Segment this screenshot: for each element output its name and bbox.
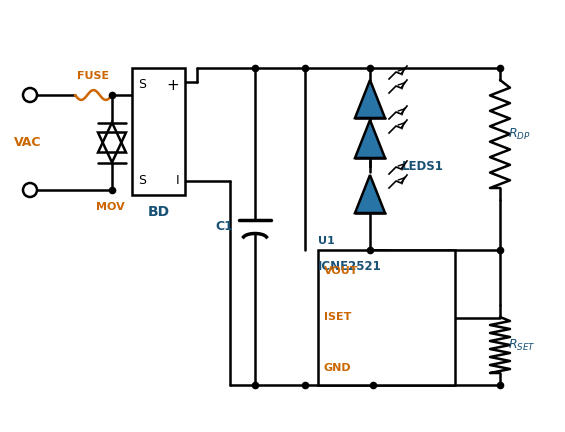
Text: S: S (138, 78, 146, 91)
Polygon shape (355, 120, 385, 158)
Text: MOV: MOV (95, 202, 124, 212)
Text: VAC: VAC (14, 136, 42, 149)
Bar (318, 250, 455, 385)
Text: GND: GND (324, 363, 351, 373)
Text: U1: U1 (318, 236, 334, 246)
Text: LEDS1: LEDS1 (402, 160, 444, 173)
Text: BD: BD (147, 205, 170, 219)
Text: S: S (138, 174, 146, 187)
Bar (132, 68, 185, 195)
Text: ISET: ISET (324, 312, 351, 323)
Text: ICNE2521: ICNE2521 (318, 260, 382, 273)
Polygon shape (355, 175, 385, 213)
Text: I: I (175, 174, 179, 187)
Polygon shape (355, 80, 385, 118)
Text: $R_{DP}$: $R_{DP}$ (508, 127, 531, 142)
Text: C1: C1 (215, 220, 233, 233)
Text: +: + (166, 78, 179, 93)
Text: $R_{SET}$: $R_{SET}$ (508, 337, 536, 353)
Text: FUSE: FUSE (77, 71, 110, 81)
Text: VOUT: VOUT (324, 266, 359, 276)
